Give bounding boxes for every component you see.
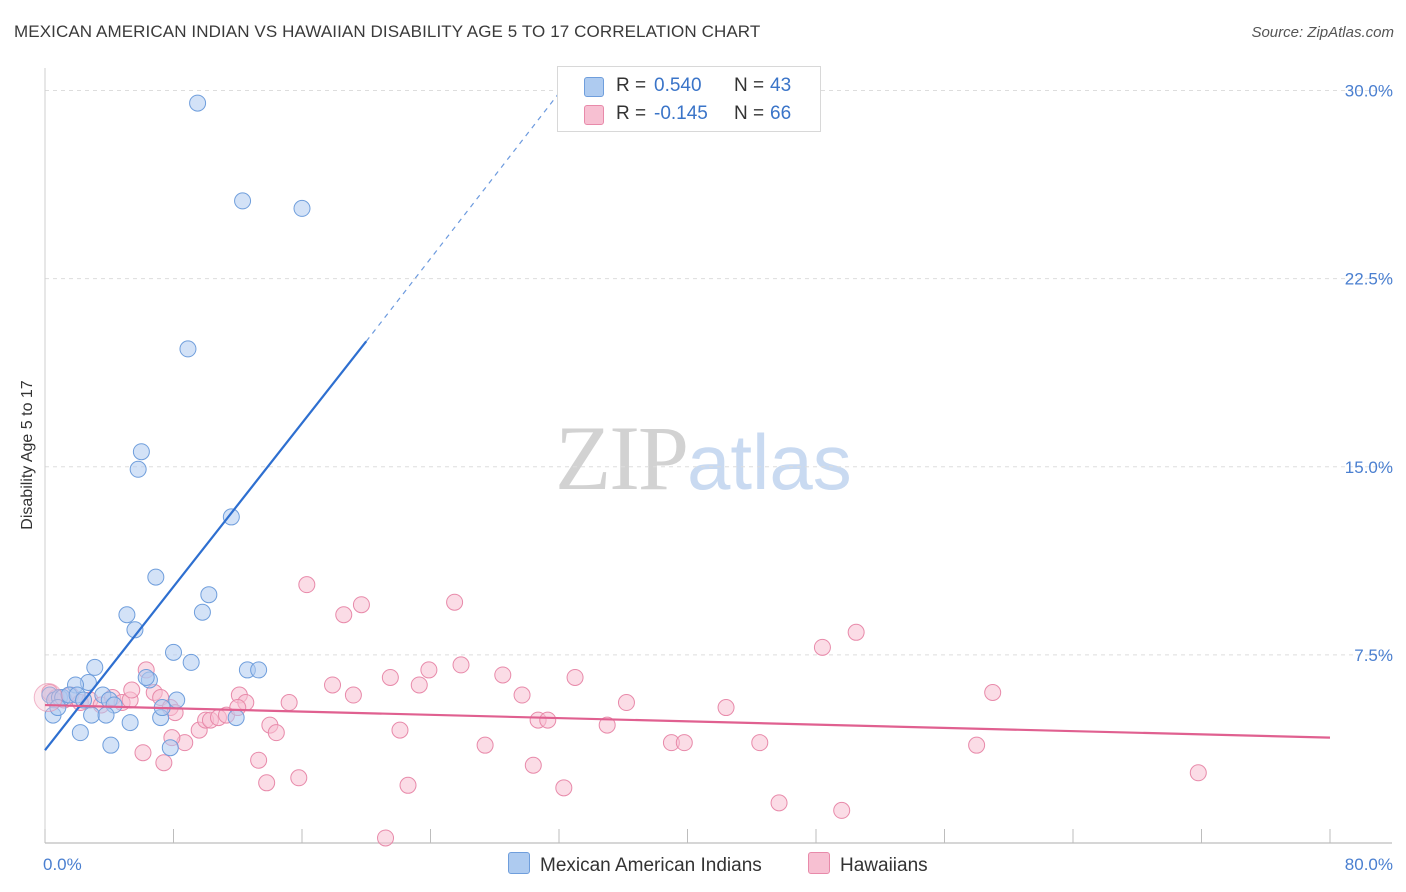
data-point-mexican-american-indians xyxy=(97,706,115,724)
data-point-hawaiians xyxy=(452,656,470,674)
watermark-atlas: atlas xyxy=(687,418,852,506)
legend-swatch-pink xyxy=(584,105,604,125)
legend-r-value: -0.145 xyxy=(654,103,708,124)
data-point-cluster xyxy=(33,683,63,713)
data-point-hawaiians xyxy=(280,694,298,712)
trendline-hawaiians xyxy=(44,703,1331,739)
data-point-mexican-american-indians xyxy=(121,714,139,732)
data-point-mexican-american-indians xyxy=(86,658,104,676)
data-point-hawaiians xyxy=(298,576,316,594)
legend-r-label: R = xyxy=(616,103,647,124)
legend-swatch-blue xyxy=(584,77,604,97)
data-point-hawaiians xyxy=(833,801,851,819)
data-point-mexican-american-indians xyxy=(179,340,197,358)
data-point-mexican-american-indians xyxy=(165,643,182,661)
legend-swatch-pink xyxy=(808,852,830,874)
watermark: ZIPatlas xyxy=(555,405,852,511)
data-point-hawaiians xyxy=(476,736,494,754)
data-point-mexican-american-indians xyxy=(250,661,268,679)
legend-n-label: N = xyxy=(734,75,765,96)
data-point-mexican-american-indians xyxy=(102,736,120,754)
legend-r-label: R = xyxy=(616,75,647,96)
x-tick-label: 80.0% xyxy=(1345,855,1393,874)
data-point-mexican-american-indians xyxy=(161,739,179,757)
data-point-hawaiians xyxy=(258,774,276,792)
data-point-mexican-american-indians xyxy=(222,508,240,526)
data-point-hawaiians xyxy=(267,724,285,742)
data-point-hawaiians xyxy=(847,623,865,641)
data-point-hawaiians xyxy=(381,668,399,686)
data-point-hawaiians xyxy=(539,711,557,729)
data-point-hawaiians xyxy=(968,736,986,754)
data-point-hawaiians xyxy=(751,734,769,752)
data-point-mexican-american-indians xyxy=(137,668,155,686)
data-point-hawaiians xyxy=(555,779,573,797)
data-point-hawaiians xyxy=(123,681,141,699)
data-point-mexican-american-indians xyxy=(147,568,165,586)
data-point-hawaiians xyxy=(290,769,308,787)
data-point-hawaiians xyxy=(324,676,342,694)
trendline-extension xyxy=(365,92,560,342)
data-point-mexican-american-indians xyxy=(200,586,218,604)
legend-item-mexican-american-indians[interactable]: Mexican American Indians xyxy=(508,852,762,877)
legend-swatch-blue xyxy=(508,852,530,874)
data-point-hawaiians xyxy=(391,721,409,739)
y-tick-label: 7.5% xyxy=(1354,646,1393,665)
y-tick-label: 30.0% xyxy=(1345,82,1393,101)
data-point-mexican-american-indians xyxy=(126,621,144,639)
legend-label: Hawaiians xyxy=(840,855,928,876)
chart-title: MEXICAN AMERICAN INDIAN VS HAWAIIAN DISA… xyxy=(14,22,761,41)
data-point-hawaiians xyxy=(524,756,542,774)
x-tick-label: 0.0% xyxy=(43,855,82,874)
data-point-mexican-american-indians xyxy=(182,653,200,671)
data-point-hawaiians xyxy=(675,734,693,752)
data-point-mexican-american-indians xyxy=(132,443,150,461)
data-point-mexican-american-indians xyxy=(129,460,147,478)
legend-r-value: 0.540 xyxy=(654,75,702,96)
legend-n-label: N = xyxy=(734,103,765,124)
data-point-hawaiians xyxy=(250,751,268,769)
data-point-mexican-american-indians xyxy=(118,606,136,624)
data-point-hawaiians xyxy=(410,676,428,694)
data-point-hawaiians xyxy=(813,638,831,656)
data-point-hawaiians xyxy=(513,686,531,704)
trendline-mexican-american-indians xyxy=(44,340,368,751)
legend-n-value: 66 xyxy=(770,103,792,124)
legend-item-hawaiians[interactable]: Hawaiians xyxy=(808,852,928,877)
data-point-hawaiians xyxy=(377,829,395,847)
data-point-mexican-american-indians xyxy=(193,603,211,621)
stats-legend: R = 0.540 N = 43 R = -0.145 N = 66 xyxy=(557,66,821,132)
data-point-hawaiians xyxy=(617,694,635,712)
watermark-zip: ZIP xyxy=(555,407,689,509)
y-tick-label: 15.0% xyxy=(1345,458,1393,477)
data-point-hawaiians xyxy=(1189,764,1207,782)
data-point-mexican-american-indians xyxy=(189,94,207,112)
data-point-hawaiians xyxy=(494,666,512,684)
data-point-hawaiians xyxy=(335,606,353,624)
data-point-hawaiians xyxy=(566,668,584,686)
legend-label: Mexican American Indians xyxy=(540,855,762,876)
data-point-hawaiians xyxy=(420,661,438,679)
data-point-hawaiians xyxy=(717,699,735,717)
y-tick-label: 22.5% xyxy=(1345,270,1393,289)
data-point-hawaiians xyxy=(984,684,1002,702)
data-point-mexican-american-indians xyxy=(168,691,186,709)
data-point-hawaiians xyxy=(134,744,152,762)
data-point-hawaiians xyxy=(770,794,788,812)
data-point-mexican-american-indians xyxy=(293,199,311,217)
data-point-mexican-american-indians xyxy=(71,724,89,742)
data-point-hawaiians xyxy=(344,686,362,704)
data-point-hawaiians xyxy=(155,754,173,772)
data-point-hawaiians xyxy=(352,596,370,614)
source-credit: Source: ZipAtlas.com xyxy=(1251,24,1394,41)
data-point-mexican-american-indians xyxy=(83,706,101,724)
data-point-hawaiians xyxy=(598,716,616,734)
data-point-hawaiians xyxy=(399,776,417,794)
data-point-mexican-american-indians xyxy=(227,709,245,727)
data-point-mexican-american-indians xyxy=(234,192,252,210)
data-point-hawaiians xyxy=(446,593,464,611)
legend-n-value: 43 xyxy=(770,75,792,96)
